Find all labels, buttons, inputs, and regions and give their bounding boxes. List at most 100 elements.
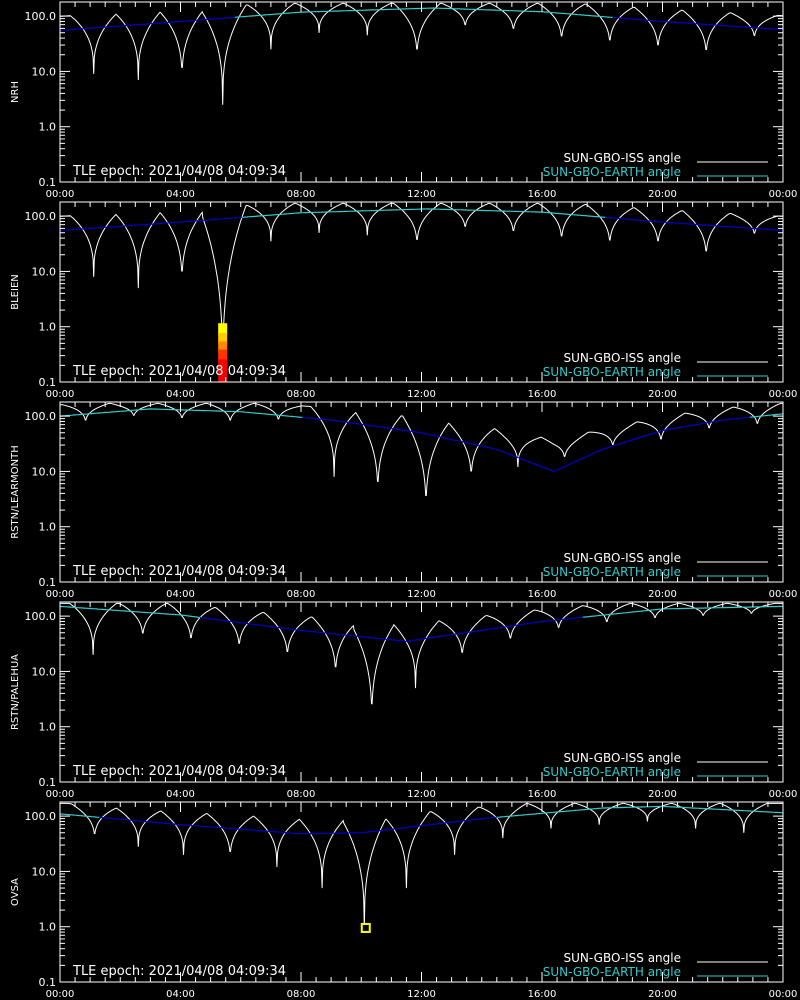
- event-marker: [360, 922, 371, 933]
- x-tick-label: 12:00: [407, 189, 436, 200]
- event-marker: [218, 359, 228, 372]
- x-tick-label: 04:00: [166, 989, 195, 1000]
- earth-angle-line: [302, 416, 750, 473]
- iss-angle-line: [60, 802, 783, 930]
- x-tick-label: 00:00: [46, 989, 75, 1000]
- legend-iss-label: SUN-GBO-ISS angle: [564, 551, 681, 565]
- legend-earth-label: SUN-GBO-EARTH angle: [543, 765, 681, 779]
- panel-rstn-palehua: 0.1 1.0 10.0 100.0 00:00 04:00 08:00 12:00 16:00…: [10, 601, 798, 800]
- earth-angle-line: [496, 805, 784, 818]
- panel-rstn-learmonth: 0.1 1.0 10.0 100.0 00:00 04:00 08:00 12:00 16:00…: [10, 401, 798, 600]
- x-tick-label: 08:00: [287, 789, 316, 800]
- tle-epoch-label: TLE epoch: 2021/04/08 04:09:34: [72, 764, 286, 779]
- x-tick-label: 12:00: [407, 789, 436, 800]
- x-tick-label: 00:00: [46, 389, 75, 400]
- legend-earth-label: SUN-GBO-EARTH angle: [543, 365, 681, 379]
- x-tick-label: 20:00: [648, 789, 677, 800]
- x-tick-label: 08:00: [287, 989, 316, 1000]
- earth-angle-line: [99, 816, 497, 835]
- earth-angle-line: [59, 16, 235, 32]
- event-marker: [218, 369, 228, 382]
- y-tick-label: 10.0: [32, 65, 57, 78]
- legend-earth-label: SUN-GBO-EARTH angle: [543, 165, 681, 179]
- y-tick-label: 1.0: [39, 721, 57, 734]
- x-tick-label: 16:00: [528, 189, 557, 200]
- y-tick-label: 10.0: [32, 865, 57, 878]
- iss-angle-line: [60, 2, 784, 105]
- x-tick-label: 04:00: [166, 789, 195, 800]
- x-tick-label: 16:00: [528, 789, 557, 800]
- earth-angle-line: [59, 216, 243, 232]
- x-tick-label: 16:00: [528, 589, 557, 600]
- iss-angle-line: [60, 402, 783, 496]
- y-tick-label: 10.0: [32, 665, 57, 678]
- y-axis-label: NRH: [10, 81, 21, 103]
- x-tick-label: 04:00: [166, 389, 195, 400]
- y-tick-label: 0.1: [39, 576, 57, 589]
- x-tick-label: 04:00: [166, 189, 195, 200]
- x-tick-label: 20:00: [648, 189, 677, 200]
- panel-nrh: 0.1 1.0 10.0 100.0 00:00 04:00 08:00 12:00 16:00…: [10, 1, 798, 200]
- y-tick-label: 1.0: [39, 321, 57, 334]
- y-tick-label: 0.1: [39, 176, 57, 189]
- event-marker: [218, 332, 228, 345]
- legend-earth-label: SUN-GBO-EARTH angle: [543, 965, 681, 979]
- y-axis-label: BLEIEN: [10, 274, 21, 310]
- x-tick-label: 00:00: [46, 189, 75, 200]
- event-marker: [218, 349, 228, 362]
- legend-earth-label: SUN-GBO-EARTH angle: [543, 565, 681, 579]
- y-tick-label: 1.0: [39, 121, 57, 134]
- x-tick-label: 20:00: [648, 589, 677, 600]
- x-tick-label: 04:00: [166, 589, 195, 600]
- legend-iss-label: SUN-GBO-ISS angle: [564, 751, 681, 765]
- earth-angle-line: [59, 408, 303, 418]
- y-tick-label: 100.0: [25, 210, 57, 223]
- y-tick-label: 100.0: [25, 410, 57, 423]
- y-tick-label: 0.1: [39, 976, 57, 989]
- y-axis-label: RSTN/PALEHUA: [10, 654, 21, 730]
- x-tick-label: 20:00: [648, 389, 677, 400]
- x-tick-label: 00:00: [769, 989, 798, 1000]
- x-tick-label: 00:00: [46, 589, 75, 600]
- y-tick-label: 10.0: [32, 465, 57, 478]
- x-tick-label: 00:00: [46, 789, 75, 800]
- x-tick-label: 12:00: [407, 389, 436, 400]
- x-tick-label: 00:00: [769, 389, 798, 400]
- earth-angle-line: [234, 7, 613, 19]
- y-axis-label: OVSA: [10, 878, 21, 906]
- tle-epoch-label: TLE epoch: 2021/04/08 04:09:34: [72, 564, 286, 579]
- earth-angle-line: [612, 16, 784, 31]
- tle-epoch-label: TLE epoch: 2021/04/08 04:09:34: [72, 164, 286, 179]
- y-tick-label: 100.0: [25, 610, 57, 623]
- y-tick-label: 0.1: [39, 376, 57, 389]
- tle-epoch-label: TLE epoch: 2021/04/08 04:09:34: [72, 964, 286, 979]
- tle-epoch-label: TLE epoch: 2021/04/08 04:09:34: [72, 364, 286, 379]
- earth-angle-line: [59, 813, 100, 818]
- x-tick-label: 00:00: [769, 589, 798, 600]
- earth-angle-line: [605, 216, 784, 232]
- x-tick-label: 08:00: [287, 189, 316, 200]
- legend-iss-label: SUN-GBO-ISS angle: [564, 351, 681, 365]
- y-tick-label: 100.0: [25, 810, 57, 823]
- x-tick-label: 16:00: [528, 989, 557, 1000]
- x-tick-label: 00:00: [769, 789, 798, 800]
- y-tick-label: 100.0: [25, 10, 57, 23]
- x-tick-label: 08:00: [287, 589, 316, 600]
- y-tick-label: 0.1: [39, 776, 57, 789]
- event-marker: [218, 341, 228, 354]
- earth-angle-line: [749, 413, 784, 418]
- x-tick-label: 12:00: [407, 989, 436, 1000]
- y-tick-label: 1.0: [39, 521, 57, 534]
- event-marker: [218, 323, 228, 336]
- legend-iss-label: SUN-GBO-ISS angle: [564, 151, 681, 165]
- x-tick-label: 12:00: [407, 589, 436, 600]
- x-tick-label: 08:00: [287, 389, 316, 400]
- x-tick-label: 16:00: [528, 389, 557, 400]
- x-tick-label: 20:00: [648, 989, 677, 1000]
- x-tick-label: 00:00: [769, 189, 798, 200]
- panel-bleien: 0.1 1.0 10.0 100.0 00:00 04:00 08:00 12:00 16:00…: [10, 201, 798, 400]
- y-axis-label: RSTN/LEARMONTH: [10, 445, 21, 539]
- legend-iss-label: SUN-GBO-ISS angle: [564, 951, 681, 965]
- earth-angle-line: [200, 616, 583, 642]
